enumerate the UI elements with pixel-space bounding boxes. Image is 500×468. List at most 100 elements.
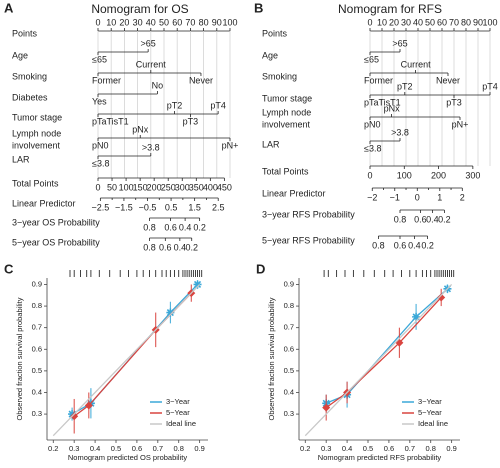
point: [412, 312, 421, 321]
x-tick-label: 0.2: [300, 444, 310, 453]
level-label: >65: [392, 38, 407, 48]
tick-label: 100: [482, 17, 497, 27]
x-tick-label: 0.3: [321, 444, 331, 453]
level-label: Never: [436, 75, 460, 85]
tick-label: 0.6: [414, 214, 427, 224]
tick-label: 400: [203, 182, 218, 192]
tick-label: 80: [199, 17, 209, 27]
level-label: Yes: [92, 96, 107, 106]
y-tick-label: 0.7: [32, 323, 42, 332]
row-label: Linear Predictor: [12, 198, 76, 208]
tick-label: 30: [401, 17, 411, 27]
row-label: Points: [262, 28, 288, 38]
tick-label: 250: [161, 182, 176, 192]
y-tick-label: 0.5: [284, 366, 294, 375]
y-tick-label: 0.8: [284, 301, 294, 310]
row-label: Points: [12, 28, 38, 38]
level-label: pT3: [446, 97, 462, 107]
tick-label: 0.8: [394, 214, 407, 224]
tick-label: 60: [172, 17, 182, 27]
row-label: Tumor stage: [262, 93, 312, 103]
level-label: pN0: [92, 140, 109, 150]
legend-label: 5−Year: [166, 408, 190, 417]
tick-label: 0.8: [143, 242, 156, 252]
level-label: pNx: [384, 103, 401, 113]
tick-label: 100: [222, 17, 237, 27]
point: [193, 280, 202, 289]
tick-label: 60: [437, 17, 447, 27]
tick-label: −2: [367, 192, 377, 202]
legend-label: Ideal line: [166, 419, 196, 428]
tick-label: 0.2: [185, 242, 198, 252]
row-label: Smoking: [262, 71, 297, 81]
level-label: pN+: [222, 140, 239, 150]
row-label: 3−year RFS Probability: [262, 209, 355, 219]
y-tick-label: 0.3: [32, 409, 42, 418]
tick-label: 0.2: [193, 222, 206, 232]
level-label: pT2: [167, 100, 183, 110]
series-line: [325, 296, 442, 409]
y-tick-label: 0.9: [32, 279, 42, 288]
tick-label: 40: [146, 17, 156, 27]
y-tick-label: 0.8: [32, 301, 42, 310]
tick-label: 300: [465, 170, 480, 180]
row-label: Age: [12, 50, 28, 60]
tick-label: 0.4: [179, 222, 192, 232]
nomogram-title: Nomogram for OS: [91, 2, 188, 16]
x-tick-label: 0.5: [363, 444, 373, 453]
row-label: 3−year OS Probability: [12, 217, 100, 227]
y-tick-label: 0.4: [32, 387, 42, 396]
row-label: 5−year RFS Probability: [262, 235, 355, 245]
tick-label: 0.4: [408, 240, 421, 250]
level-label: pT4: [482, 81, 498, 91]
tick-label: 0.6: [394, 240, 407, 250]
level-label: Current: [401, 59, 432, 69]
tick-label: 0.4: [174, 242, 187, 252]
tick-label: 50: [107, 182, 117, 192]
tick-label: 0: [367, 17, 372, 27]
level-label: pTaTisT1: [92, 116, 129, 126]
tick-label: 100: [397, 170, 412, 180]
level-label: >65: [141, 38, 156, 48]
tick-label: 0.5: [165, 202, 178, 212]
point: [322, 403, 331, 412]
y-tick-label: 0.9: [284, 279, 294, 288]
tick-label: −1: [390, 192, 400, 202]
tick-label: 90: [212, 17, 222, 27]
row-label: Lymph node: [262, 107, 311, 117]
tick-label: 450: [217, 182, 232, 192]
series-line: [52, 284, 201, 437]
x-axis-label: Nomogram predicted RFS probability: [318, 453, 442, 462]
level-label: No: [152, 80, 164, 90]
tick-label: 50: [159, 17, 169, 27]
legend-label: 3−Year: [166, 397, 190, 406]
level-label: Never: [189, 75, 213, 85]
tick-label: 80: [461, 17, 471, 27]
tick-label: 200: [431, 170, 446, 180]
x-tick-label: 0.9: [194, 444, 204, 453]
level-label: >3.8: [142, 142, 160, 152]
level-label: ≤65: [92, 54, 107, 64]
level-label: ≤3.8: [92, 158, 109, 168]
level-label: Former: [364, 75, 393, 85]
tick-label: 0.6: [164, 222, 177, 232]
x-tick-label: 0.7: [153, 444, 163, 453]
tick-label: 70: [185, 17, 195, 27]
panel-letter: A: [4, 0, 14, 15]
y-tick-label: 0.3: [284, 409, 294, 418]
point: [70, 412, 79, 421]
y-tick-label: 0.4: [284, 387, 294, 396]
tick-label: 0.2: [438, 214, 451, 224]
level-label: pT4: [210, 100, 226, 110]
y-tick-label: 0.5: [32, 366, 42, 375]
tick-label: 70: [449, 17, 459, 27]
legend-label: 5−Year: [418, 408, 442, 417]
tick-label: 200: [147, 182, 162, 192]
tick-label: 0.4: [426, 214, 439, 224]
y-tick-label: 0.6: [284, 344, 294, 353]
tick-label: 0: [367, 170, 372, 180]
point: [166, 308, 175, 317]
tick-label: 0: [95, 182, 100, 192]
level-label: pN+: [452, 119, 469, 129]
